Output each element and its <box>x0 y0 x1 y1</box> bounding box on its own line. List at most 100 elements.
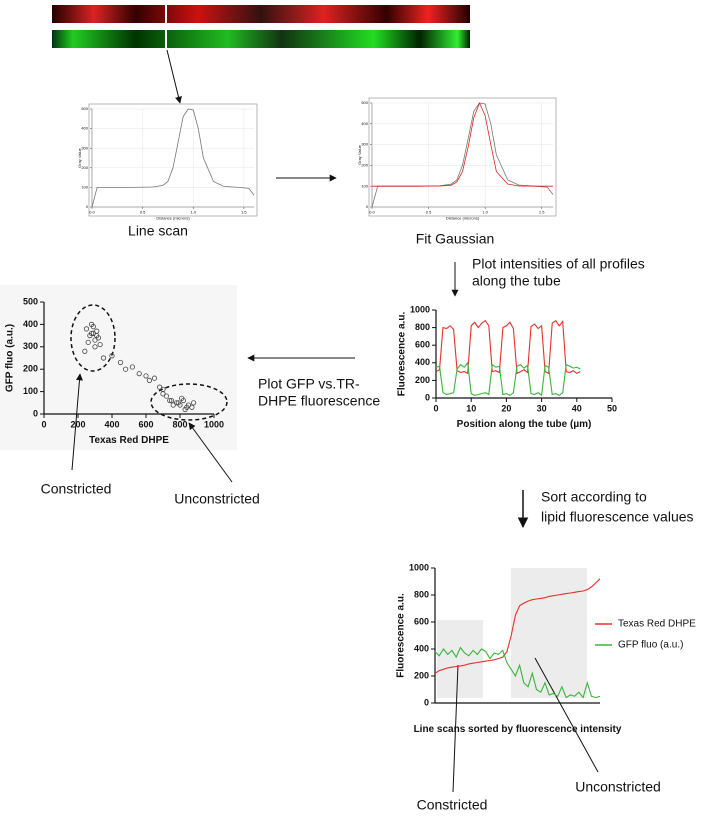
arrow <box>188 422 233 483</box>
y-tick-label: 300 <box>361 142 368 147</box>
y-tick-label: 0 <box>86 204 89 209</box>
y-tick-label: 1000 <box>410 304 430 314</box>
y-axis-label: Gray Value <box>357 144 362 164</box>
point <box>94 332 100 339</box>
step-label: Fit Gaussian <box>416 231 495 247</box>
y-tick-label: 400 <box>361 121 368 126</box>
x-axis-label: Texas Red DHPE <box>89 435 169 446</box>
x-tick-label: 0.5 <box>140 209 146 214</box>
point <box>85 339 91 345</box>
cluster-outline <box>150 383 228 421</box>
y-tick-label: 800 <box>415 322 430 332</box>
point <box>90 324 96 330</box>
green-strip <box>52 30 470 48</box>
step-label: Sort according to <box>541 489 647 505</box>
red-strip <box>52 5 470 23</box>
step-label: lipid fluorescence values <box>541 509 694 525</box>
y-tick-label: 600 <box>415 340 430 350</box>
point <box>170 402 176 408</box>
arrow <box>71 373 83 471</box>
plot-frame <box>88 103 258 217</box>
series-line <box>435 361 581 397</box>
step-label: Plot intensities of all profiles <box>472 256 645 272</box>
pointer-line <box>452 664 459 793</box>
point <box>100 355 107 361</box>
x-tick-label: 0.0 <box>89 209 95 214</box>
series-line <box>91 108 255 208</box>
point <box>143 373 149 379</box>
point <box>117 359 124 366</box>
x-tick-label: 1.5 <box>539 209 545 214</box>
point <box>89 330 95 336</box>
pointer-line <box>534 657 599 773</box>
x-tick-label: 0 <box>41 420 46 430</box>
x-tick-label: 1.5 <box>241 209 247 214</box>
point <box>191 400 197 406</box>
step-label: Plot GFP vs.TR- <box>258 376 360 392</box>
y-tick-label: 500 <box>81 106 88 111</box>
y-tick-label: 200 <box>81 165 88 170</box>
y-tick-label: 100 <box>23 386 38 396</box>
y-tick-label: 1000 <box>409 562 429 572</box>
point <box>92 344 98 350</box>
y-tick-label: 800 <box>414 589 429 599</box>
legend-label: GFP fluo (a.u.) <box>618 640 683 651</box>
y-tick-label: 100 <box>361 183 368 188</box>
point <box>179 395 185 401</box>
point <box>146 377 152 383</box>
point <box>168 397 175 404</box>
point <box>175 400 181 406</box>
x-tick-label: 20 <box>501 404 511 414</box>
x-tick-label: 0 <box>433 404 438 414</box>
point <box>167 397 173 404</box>
x-axis-label: Position along the tube (µm) <box>457 419 592 430</box>
y-tick-label: 200 <box>361 162 368 167</box>
x-tick-label: 10 <box>466 404 476 414</box>
x-tick-label: 600 <box>138 420 153 430</box>
point <box>82 348 88 354</box>
y-tick-label: 0 <box>425 392 430 402</box>
series-line <box>434 646 601 699</box>
x-tick-label: 1000 <box>204 420 224 430</box>
series-line <box>372 101 553 187</box>
step-label: Line scan <box>128 223 188 239</box>
y-tick-label: 300 <box>23 341 38 351</box>
annotation: Constricted <box>417 797 488 813</box>
y-tick-label: 200 <box>415 375 430 385</box>
point <box>97 341 103 348</box>
point <box>109 353 115 359</box>
constricted-region <box>437 620 483 698</box>
x-axis-label: Distance (microns) <box>446 215 480 220</box>
y-axis-label: Fluorescence a.u. <box>396 593 407 678</box>
point <box>160 391 166 397</box>
y-tick-label: 300 <box>81 145 88 150</box>
y-tick-label: 0 <box>33 408 38 418</box>
point <box>136 371 142 377</box>
y-tick-label: 400 <box>414 643 429 653</box>
x-axis-label: Line scans sorted by fluorescence intens… <box>414 724 622 735</box>
y-axis-label: Fluorescence a.u. <box>397 312 408 397</box>
series-line <box>371 102 554 208</box>
x-tick-label: 200 <box>70 420 85 430</box>
x-tick-label: 0.5 <box>426 209 432 214</box>
x-tick-label: 400 <box>104 420 119 430</box>
y-tick-label: 400 <box>23 319 38 329</box>
plot-frame <box>368 97 557 217</box>
x-tick-label: 30 <box>537 404 547 414</box>
unconstricted-region <box>511 568 587 698</box>
y-tick-label: 200 <box>414 670 429 680</box>
y-tick-label: 200 <box>23 364 38 374</box>
point <box>123 366 129 372</box>
annotation: Unconstricted <box>575 779 661 795</box>
x-tick-label: 40 <box>572 404 582 414</box>
point <box>129 364 135 370</box>
y-tick-label: 500 <box>23 296 38 306</box>
annotation: Unconstricted <box>174 491 260 507</box>
y-tick-label: 100 <box>81 184 88 189</box>
point <box>83 326 90 332</box>
point <box>151 375 158 381</box>
scatter-background <box>0 285 237 450</box>
x-tick-label: 50 <box>607 404 617 414</box>
x-tick-label: 1.0 <box>190 209 196 214</box>
y-axis-label: GFP fluo (a.u.) <box>5 324 16 392</box>
